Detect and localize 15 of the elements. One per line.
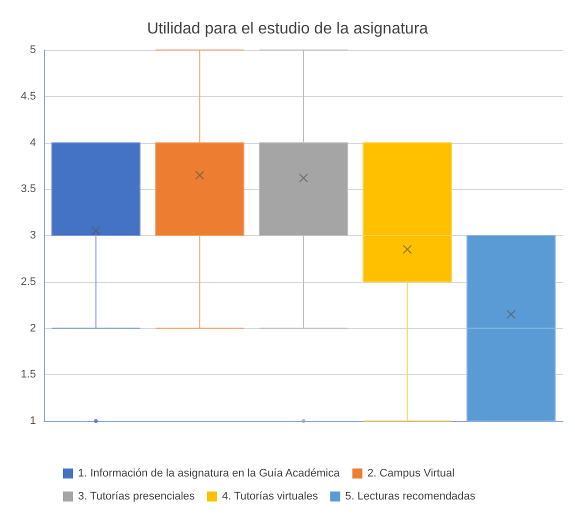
y-tick-label: 1 [30, 415, 36, 427]
chart-title: Utilidad para el estudio de la asignatura [146, 20, 428, 38]
legend-label: 2. Campus Virtual [367, 468, 455, 480]
legend-label: 5. Lecturas recomendadas [345, 490, 476, 502]
y-tick-label: 2.5 [20, 276, 36, 288]
y-tick-label: 1.5 [20, 368, 36, 381]
y-tick-label: 5 [30, 44, 36, 56]
y-tick-label: 3 [30, 230, 36, 242]
legend-label: 3. Tutorías presenciales [78, 490, 196, 502]
legend-label: 1. Información de la asignatura en la Guía Académica [78, 468, 341, 480]
y-tick-label: 3.5 [20, 183, 36, 196]
y-tick-label: 4.5 [20, 90, 36, 102]
y-tick-label: 4 [30, 136, 36, 149]
y-tick-label: 2 [30, 322, 36, 334]
legend-label: 4. Tutorías virtuales [222, 490, 318, 502]
